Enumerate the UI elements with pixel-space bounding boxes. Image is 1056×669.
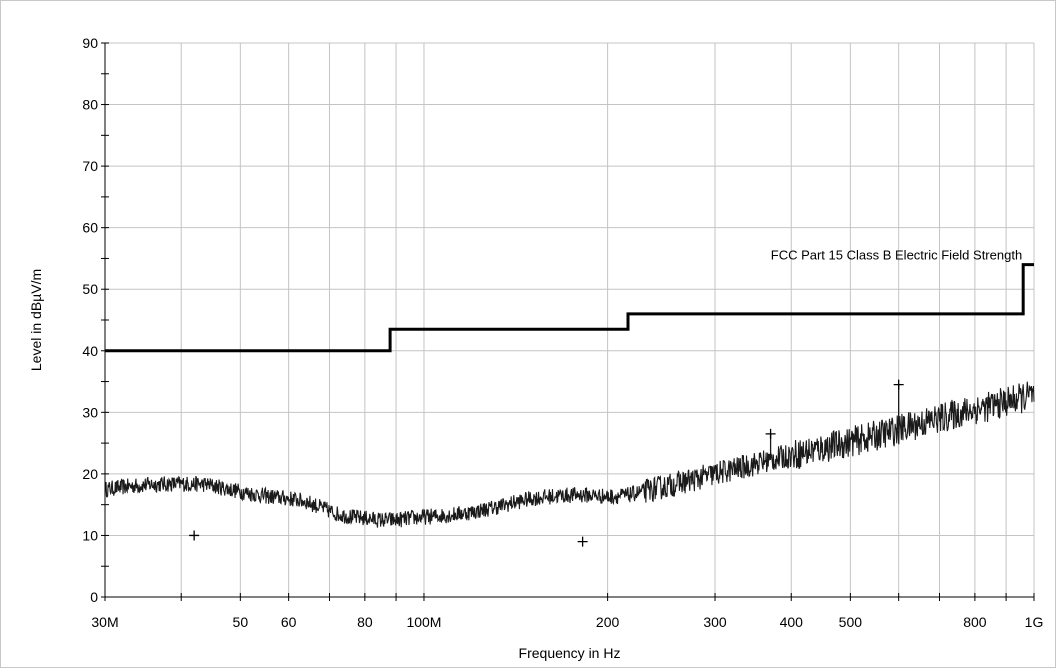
limit-layer	[105, 263, 1034, 353]
limit-line	[105, 263, 1034, 353]
y-tick-label: 50	[82, 281, 98, 297]
measurement-marker	[189, 530, 200, 541]
x-tick-label: 500	[839, 614, 863, 630]
y-tick-label: 40	[82, 343, 98, 359]
x-tick-label: 400	[780, 614, 804, 630]
limit-line-label: FCC Part 15 Class B Electric Field Stren…	[771, 248, 1022, 263]
y-tick-label: 30	[82, 404, 98, 420]
y-tick-label: 0	[90, 589, 98, 605]
grid	[104, 42, 1035, 598]
marker-layer	[189, 379, 904, 547]
trace-layer	[104, 381, 1035, 528]
x-tick-label: 60	[281, 614, 297, 630]
x-axis-title: Frequency in Hz	[519, 645, 621, 661]
x-tick-label: 800	[963, 614, 987, 630]
x-tick-label: 300	[703, 614, 727, 630]
measurement-marker	[893, 379, 904, 390]
y-tick-label: 10	[82, 527, 98, 543]
y-tick-label: 20	[82, 466, 98, 482]
x-tick-label: 200	[596, 614, 620, 630]
y-tick-label: 60	[82, 220, 98, 236]
y-tick-label: 80	[82, 97, 98, 113]
y-axis-title: Level in dBµV/m	[28, 269, 44, 371]
x-tick-label: 1G	[1025, 614, 1044, 630]
x-tick-label: 30M	[91, 614, 118, 630]
measurement-marker	[765, 428, 776, 439]
labels: FCC Part 15 Class B Electric Field Stren…	[28, 248, 1022, 661]
measurement-marker	[577, 536, 588, 547]
y-tick-label: 90	[82, 35, 98, 51]
measurement-trace	[104, 381, 1035, 528]
y-tick-label: 70	[82, 158, 98, 174]
x-tick-label: 80	[357, 614, 373, 630]
x-tick-label: 50	[233, 614, 249, 630]
axes: 0 10 20 30 40 50 60 70 80 90 30M 50 60 80 100M 200 300 40…	[82, 35, 1043, 630]
x-tick-label: 100M	[406, 614, 441, 630]
